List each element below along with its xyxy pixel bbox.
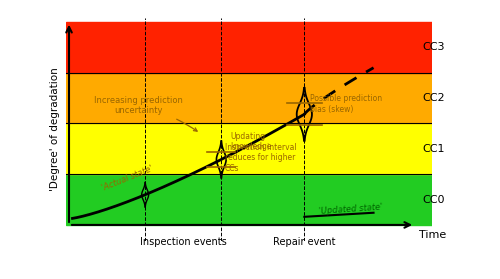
Text: Repair event: Repair event bbox=[273, 237, 336, 247]
Text: CC3: CC3 bbox=[422, 42, 444, 52]
Text: CC1: CC1 bbox=[422, 144, 444, 154]
Text: CC2: CC2 bbox=[422, 93, 444, 103]
Bar bbox=[66, 22, 432, 73]
Text: CC0: CC0 bbox=[422, 194, 444, 205]
Text: 'Actual state': 'Actual state' bbox=[100, 163, 154, 193]
Text: Updating
knowledge: Updating knowledge bbox=[230, 132, 272, 151]
Text: Increasing prediction
uncertainty: Increasing prediction uncertainty bbox=[94, 96, 197, 131]
Bar bbox=[66, 174, 432, 225]
Text: Inspection interval
reduces for higher
CCs: Inspection interval reduces for higher C… bbox=[224, 143, 296, 173]
Bar bbox=[66, 73, 432, 123]
Text: 'Updated state': 'Updated state' bbox=[318, 202, 382, 216]
Text: Inspection events: Inspection events bbox=[140, 237, 226, 247]
Y-axis label: 'Degree' of degradation: 'Degree' of degradation bbox=[50, 68, 60, 191]
Bar bbox=[66, 123, 432, 174]
Text: Possible prediction
bias (skew): Possible prediction bias (skew) bbox=[310, 94, 382, 114]
Text: Time: Time bbox=[418, 230, 446, 240]
